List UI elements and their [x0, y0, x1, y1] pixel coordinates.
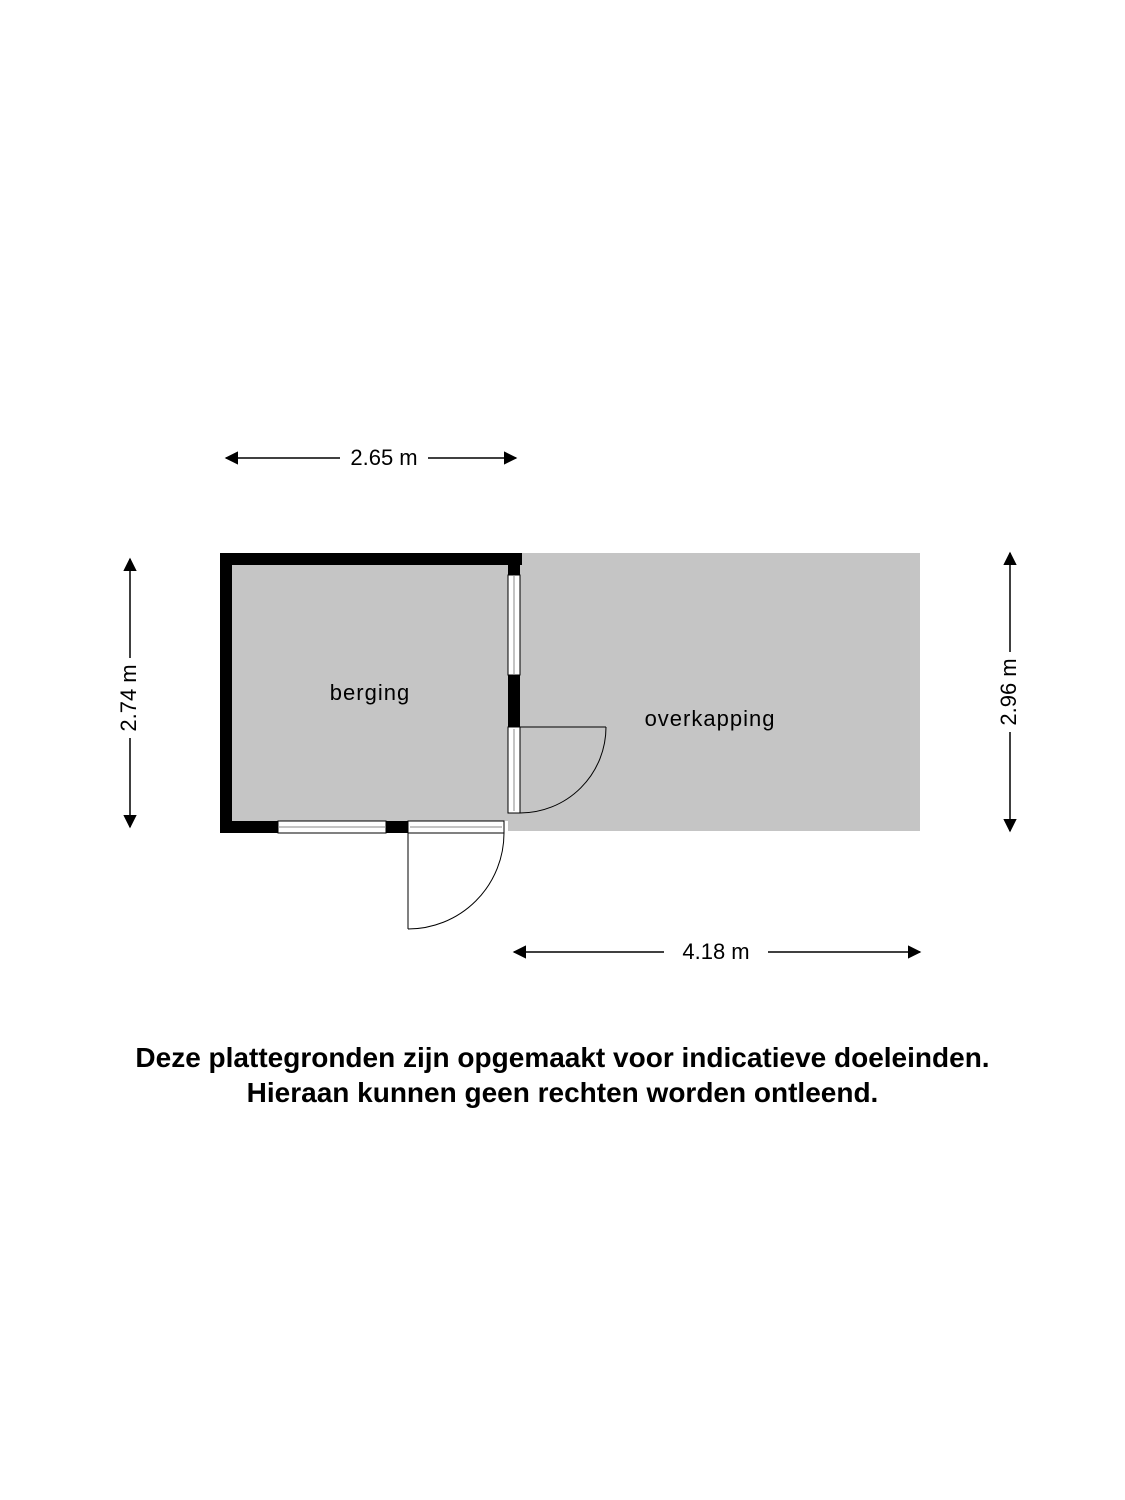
- caption-line2: Hieraan kunnen geen rechten worden ontle…: [247, 1077, 879, 1108]
- caption: Deze plattegronden zijn opgemaakt voor i…: [0, 1040, 1125, 1110]
- wall-right-top-stub: [508, 553, 520, 575]
- wall-bottom-left-stub: [220, 821, 278, 833]
- floorplan-svg: berging overkapping 2.65 m 2.74 m 2.96 m…: [0, 0, 1125, 1500]
- dim-bottom-label: 4.18 m: [682, 939, 749, 964]
- dim-top-label: 2.65 m: [350, 445, 417, 470]
- room-overkapping: [508, 553, 920, 831]
- dim-top: 2.65 m: [226, 445, 516, 470]
- wall-bottom-mid: [386, 821, 408, 833]
- door-bottom: [408, 821, 504, 929]
- dim-right: 2.96 m: [996, 553, 1021, 831]
- wall-left: [220, 553, 232, 833]
- floorplan-canvas: { "type": "floorplan", "background_color…: [0, 0, 1125, 1500]
- label-overkapping: overkapping: [645, 706, 776, 731]
- dim-right-label: 2.96 m: [996, 658, 1021, 725]
- wall-right-mid: [508, 675, 520, 727]
- dim-left-label: 2.74 m: [116, 664, 141, 731]
- caption-line1: Deze plattegronden zijn opgemaakt voor i…: [135, 1042, 989, 1073]
- wall-top: [220, 553, 514, 565]
- dim-left: 2.74 m: [116, 559, 141, 827]
- label-berging: berging: [330, 680, 410, 705]
- dim-bottom: 4.18 m: [514, 939, 920, 964]
